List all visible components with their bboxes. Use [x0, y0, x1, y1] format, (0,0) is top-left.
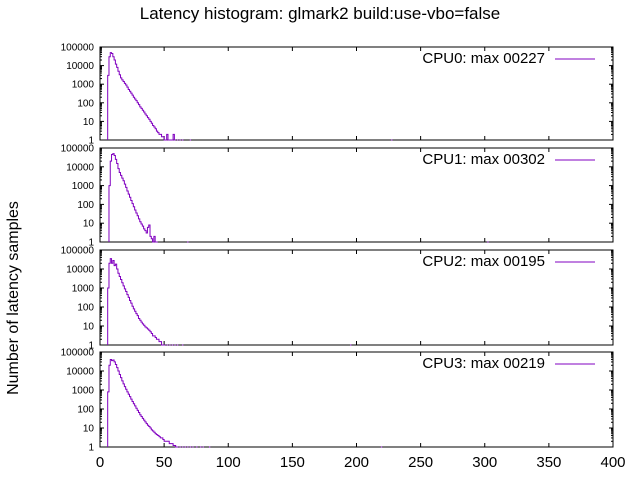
x-tick-label: 350 [536, 454, 561, 471]
y-tick-label: 100 [77, 405, 94, 416]
x-tick-label: 200 [344, 454, 369, 471]
y-tick-label: 1000 [72, 80, 95, 91]
panel-cpu1: 1 10 100 1000 10000 100000 CPU1: max 00302 [61, 144, 614, 249]
chart-title: Latency histogram: glmark2 build:use-vbo… [140, 4, 501, 23]
histogram-series-cpu2 [107, 258, 352, 346]
y-tick-label: 100 [77, 200, 94, 211]
y-tick-label: 100000 [61, 246, 95, 257]
legend-label: CPU3: max 00219 [422, 355, 545, 372]
y-tick-label: 100 [77, 303, 94, 314]
y-tick-label: 1 [88, 443, 94, 454]
y-tick-label: 10000 [66, 265, 94, 276]
x-tick-label: 50 [156, 454, 173, 471]
y-tick-label: 10000 [66, 367, 94, 378]
y-tick-label: 10 [83, 117, 95, 128]
y-tick-label: 10 [83, 322, 95, 333]
legend-label: CPU1: max 00302 [422, 151, 545, 168]
y-tick-label: 100000 [61, 144, 95, 155]
y-tick-label: 100000 [61, 348, 95, 359]
y-tick-label: 1000 [72, 386, 95, 397]
histogram-series-cpu3 [107, 359, 383, 448]
legend-label: CPU0: max 00227 [422, 50, 545, 67]
x-tick-label: 150 [280, 454, 305, 471]
y-tick-label: 10 [83, 424, 95, 435]
panel-cpu3: 1 10 100 1000 10000 100000 CPU3: max 00219 [61, 348, 614, 454]
y-tick-label: 1 [88, 136, 94, 147]
y-tick-label: 100000 [61, 43, 95, 54]
x-tick-label: 300 [472, 454, 497, 471]
x-axis-tick-labels: 0 50 100 150 200 250 300 350 400 [96, 454, 626, 471]
panel-cpu0: 1 10 100 1000 10000 100000 CPU0: max 00227 [61, 43, 614, 147]
histogram-series-cpu0 [107, 52, 393, 141]
legend-label: CPU2: max 00195 [422, 253, 545, 270]
x-tick-label: 250 [408, 454, 433, 471]
x-tick-label: 400 [600, 454, 625, 471]
x-tick-label: 0 [96, 454, 104, 471]
y-tick-label: 1 [88, 238, 94, 249]
y-tick-label: 1000 [72, 181, 95, 192]
y-tick-label: 100 [77, 98, 94, 109]
histogram-series-cpu1 [108, 153, 489, 243]
y-tick-label: 10 [83, 219, 95, 230]
panel-cpu2: 1 10 100 1000 10000 100000 CPU2: max 00195 [61, 246, 614, 352]
y-tick-label: 1000 [72, 284, 95, 295]
y-tick-label: 10000 [66, 61, 94, 72]
y-tick-label: 1 [88, 341, 94, 352]
x-tick-label: 100 [216, 454, 241, 471]
y-tick-label: 10000 [66, 162, 94, 173]
y-axis-label: Number of latency samples [5, 201, 22, 395]
